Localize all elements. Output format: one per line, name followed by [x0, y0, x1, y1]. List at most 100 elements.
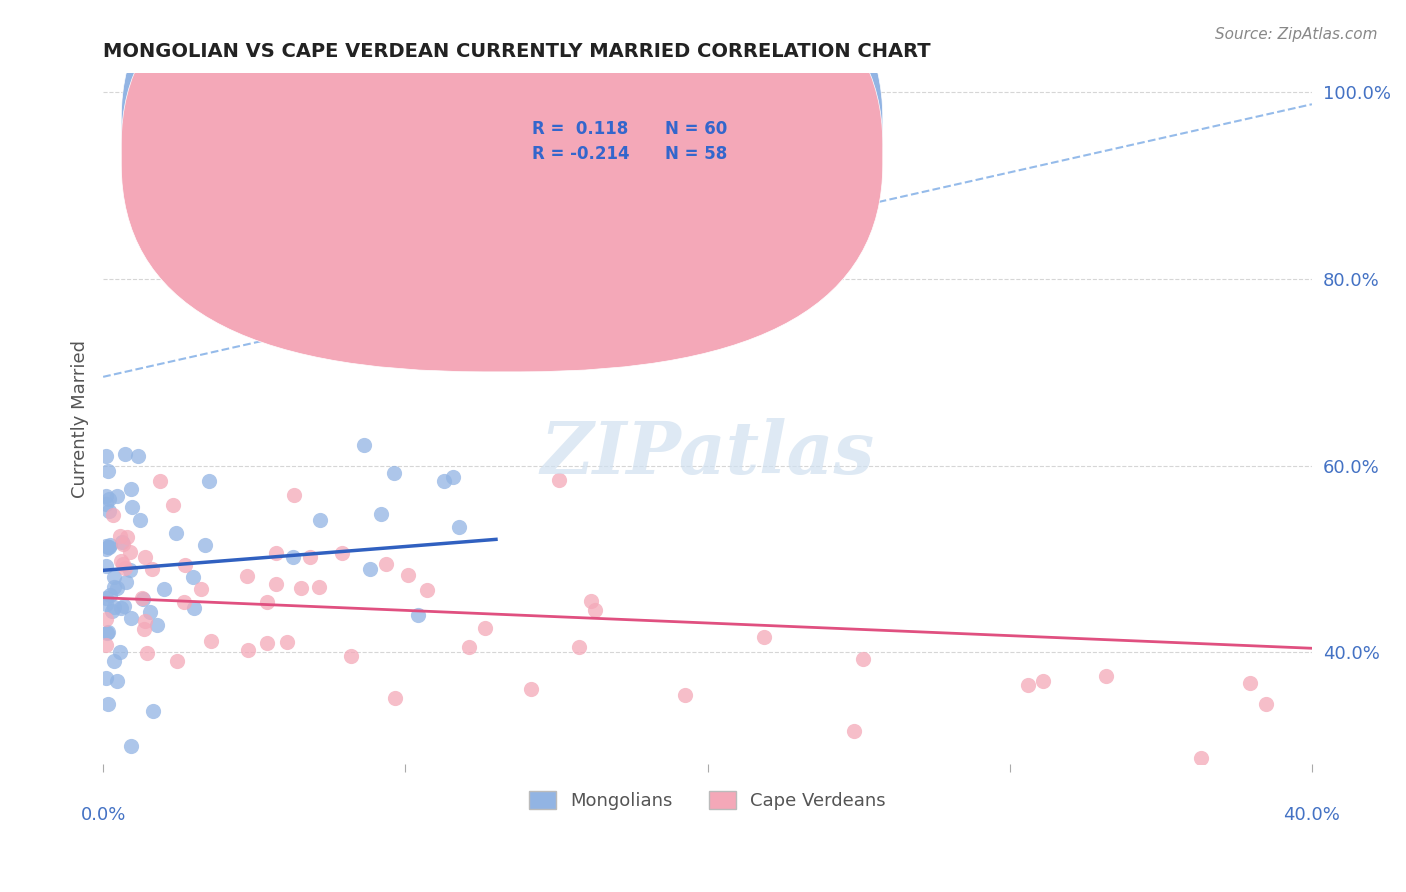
Point: [1032, 674, 1054, 689]
Point: [94, 449, 117, 463]
Point: [101, 604, 124, 618]
Point: [162, 498, 184, 512]
Point: [1189, 751, 1212, 765]
Point: [129, 513, 152, 527]
Point: [132, 592, 155, 607]
Text: 40.0%: 40.0%: [1284, 805, 1340, 823]
Text: R = -0.214: R = -0.214: [533, 145, 630, 163]
Point: [852, 652, 875, 666]
Point: [752, 630, 775, 644]
Point: [165, 526, 187, 541]
Point: [101, 508, 124, 522]
Point: [1095, 669, 1118, 683]
Point: [134, 615, 156, 629]
Text: MONGOLIAN VS CAPE VERDEAN CURRENTLY MARRIED CORRELATION CHART: MONGOLIAN VS CAPE VERDEAN CURRENTLY MARR…: [103, 42, 931, 61]
Text: R =  0.118: R = 0.118: [533, 120, 628, 137]
Point: [94, 612, 117, 626]
Point: [236, 643, 259, 657]
Point: [110, 535, 132, 549]
Point: [136, 646, 159, 660]
Point: [103, 569, 125, 583]
Point: [1239, 676, 1261, 690]
Point: [1256, 698, 1278, 712]
Point: [1226, 775, 1249, 789]
Point: [173, 558, 195, 572]
Legend: Mongolians, Cape Verdeans: Mongolians, Cape Verdeans: [522, 784, 893, 817]
Point: [103, 599, 125, 614]
Point: [112, 558, 135, 572]
Point: [340, 648, 363, 663]
Text: 0.0%: 0.0%: [80, 805, 125, 823]
Point: [96, 639, 118, 653]
Point: [146, 617, 169, 632]
Point: [276, 635, 298, 649]
Point: [111, 537, 134, 551]
Point: [94, 489, 117, 503]
Point: [98, 588, 121, 602]
FancyBboxPatch shape: [121, 0, 883, 372]
Point: [112, 599, 135, 614]
Point: [110, 645, 132, 659]
Point: [441, 469, 464, 483]
Point: [120, 482, 142, 496]
Point: [97, 540, 120, 554]
Point: [198, 475, 221, 489]
Point: [200, 634, 222, 648]
Point: [384, 690, 406, 705]
Point: [114, 561, 136, 575]
Point: [1017, 678, 1039, 692]
Point: [256, 636, 278, 650]
Text: N = 60: N = 60: [665, 120, 727, 137]
Point: [94, 672, 117, 686]
Point: [235, 569, 257, 583]
Point: [449, 519, 471, 533]
Point: [114, 447, 136, 461]
Text: ZIPatlas: ZIPatlas: [540, 417, 875, 489]
Point: [114, 575, 136, 590]
Point: [183, 600, 205, 615]
Point: [290, 581, 312, 595]
Point: [190, 582, 212, 597]
Point: [94, 597, 117, 611]
Point: [673, 688, 696, 702]
Point: [166, 654, 188, 668]
Point: [132, 622, 155, 636]
Point: [153, 582, 176, 597]
Point: [432, 474, 454, 488]
Point: [97, 625, 120, 640]
Point: [548, 473, 571, 487]
Point: [375, 557, 398, 571]
Text: N = 58: N = 58: [665, 145, 727, 163]
Point: [115, 530, 138, 544]
Point: [103, 654, 125, 668]
Point: [309, 513, 332, 527]
Point: [108, 529, 131, 543]
Point: [353, 438, 375, 452]
Point: [120, 545, 142, 559]
Point: [519, 681, 541, 696]
Point: [96, 626, 118, 640]
Point: [359, 562, 381, 576]
Point: [382, 466, 405, 480]
Point: [416, 582, 439, 597]
Point: [103, 581, 125, 595]
Point: [131, 591, 153, 605]
Point: [173, 594, 195, 608]
Point: [98, 492, 121, 507]
Point: [94, 541, 117, 556]
Point: [105, 489, 128, 503]
Point: [474, 621, 496, 635]
Point: [194, 538, 217, 552]
FancyBboxPatch shape: [460, 87, 786, 180]
Point: [121, 500, 143, 514]
Point: [181, 569, 204, 583]
Point: [583, 603, 606, 617]
Point: [94, 497, 117, 511]
FancyBboxPatch shape: [121, 0, 883, 346]
Point: [406, 608, 429, 623]
Point: [120, 611, 142, 625]
Point: [256, 595, 278, 609]
Point: [299, 549, 322, 564]
Point: [283, 488, 305, 502]
Point: [105, 581, 128, 595]
